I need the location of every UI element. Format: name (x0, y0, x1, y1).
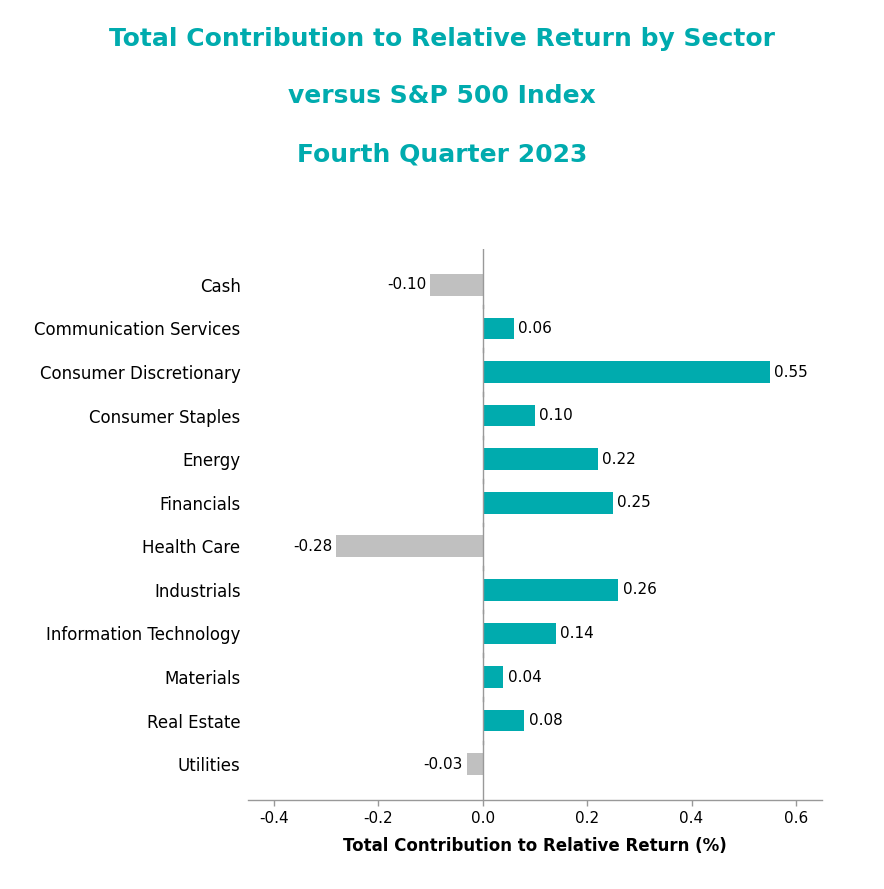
Bar (483, 492, 613, 514)
Text: 0.06: 0.06 (518, 321, 552, 336)
Bar (483, 666, 504, 688)
Bar (483, 404, 535, 427)
Bar (483, 361, 770, 383)
Text: 0.10: 0.10 (539, 408, 573, 423)
Text: 0.55: 0.55 (774, 364, 808, 380)
Text: -0.10: -0.10 (387, 277, 426, 292)
Text: 0.08: 0.08 (529, 713, 562, 728)
Bar (336, 535, 483, 557)
Text: -0.28: -0.28 (293, 539, 332, 554)
Text: 0.25: 0.25 (617, 495, 652, 510)
Text: 0.04: 0.04 (507, 669, 541, 685)
Text: Fourth Quarter 2023: Fourth Quarter 2023 (297, 142, 587, 166)
Bar (483, 579, 619, 601)
Bar (483, 709, 524, 732)
Text: 0.14: 0.14 (560, 626, 594, 641)
Text: 0.22: 0.22 (602, 452, 636, 467)
Text: Total Contribution to Relative Return by Sector: Total Contribution to Relative Return by… (109, 27, 775, 51)
Bar (483, 317, 514, 340)
Bar (483, 448, 598, 470)
Bar (483, 622, 556, 645)
Text: 0.26: 0.26 (622, 582, 657, 597)
Bar (467, 753, 483, 775)
Text: -0.03: -0.03 (423, 757, 462, 772)
Bar (431, 274, 483, 296)
X-axis label: Total Contribution to Relative Return (%): Total Contribution to Relative Return (%… (343, 837, 727, 854)
Text: versus S&P 500 Index: versus S&P 500 Index (288, 84, 596, 108)
